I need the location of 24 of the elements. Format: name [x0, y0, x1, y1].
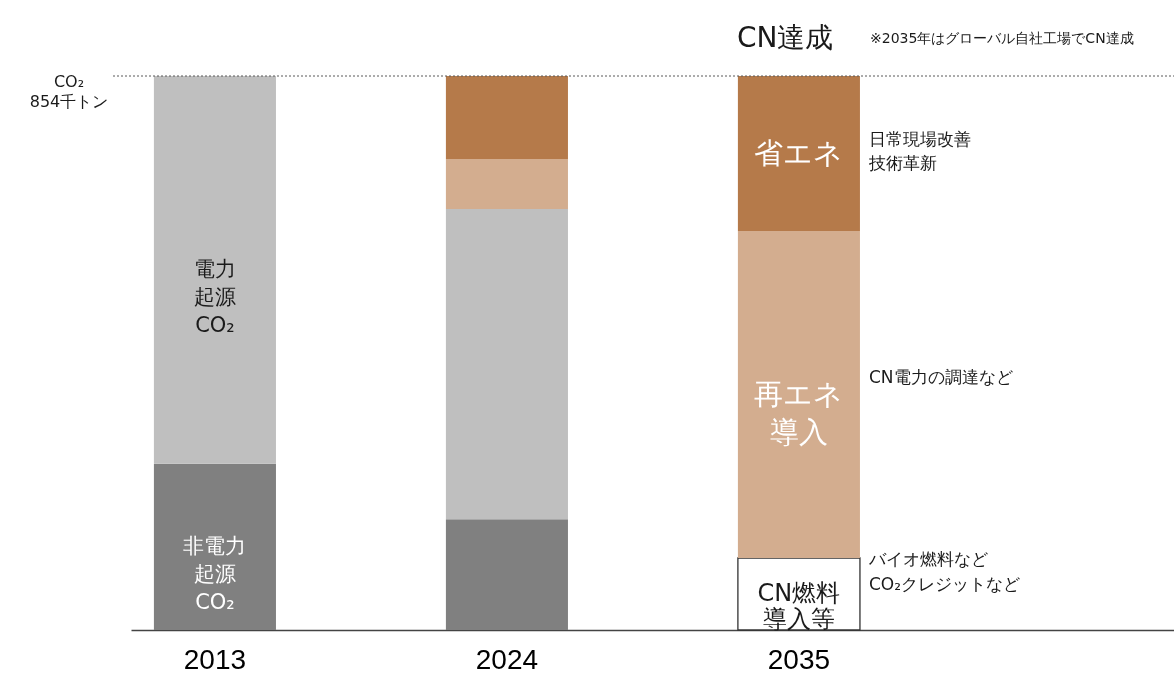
- bar: [153, 76, 276, 464]
- x-tick-label: 2024: [475, 643, 539, 675]
- series-label: 非電力起源CO₂: [183, 533, 247, 614]
- annotation: CO₂クレジットなど: [868, 574, 1021, 594]
- series-label: 再エネ導入: [754, 376, 844, 449]
- bar: [445, 519, 568, 630]
- bar: [445, 76, 568, 160]
- x-tick-label: 2013: [183, 643, 247, 675]
- annotation: 技術革新: [867, 153, 937, 173]
- bar: [445, 208, 568, 520]
- chart-title: CN達成: [737, 21, 834, 54]
- bar: [445, 159, 568, 209]
- bar: [737, 76, 860, 232]
- bar: [737, 231, 860, 558]
- series-label: 省エネ: [754, 135, 844, 170]
- annotation: バイオ燃料など: [867, 549, 988, 569]
- bar: [153, 463, 276, 630]
- ref-line-label: CO₂ 854千トン: [29, 72, 109, 111]
- annotation: 日常現場改善: [868, 129, 971, 149]
- series-label: CN燃料導入等: [757, 578, 841, 633]
- series-label: 電力起源CO₂: [193, 256, 236, 337]
- x-tick-label: 2035: [767, 643, 831, 675]
- annotation: CN電力の調達など: [868, 367, 1013, 387]
- chart-subtitle: ※2035年はグローバル自社工場でCN達成: [870, 30, 1134, 46]
